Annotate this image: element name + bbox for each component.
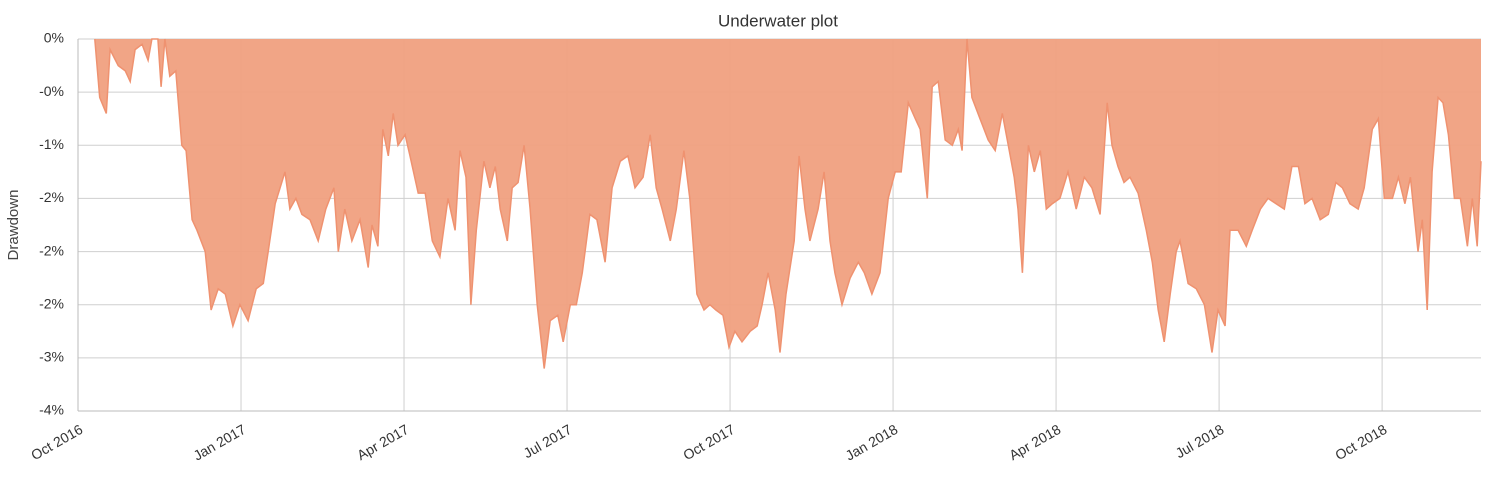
area xyxy=(94,39,1481,369)
area-line xyxy=(94,38,1482,369)
plot-area xyxy=(94,38,1482,369)
x-tick-label: Oct 2018 xyxy=(1332,421,1389,463)
y-tick-label: -2% xyxy=(39,189,64,205)
y-tick-label: -2% xyxy=(39,242,64,258)
x-tick-label: Apr 2018 xyxy=(1006,421,1063,463)
y-tick-label: -2% xyxy=(39,295,64,311)
y-tick-label: -3% xyxy=(39,349,64,365)
x-tick-label: Jul 2017 xyxy=(521,421,575,461)
chart-title: Underwater plot xyxy=(718,11,838,30)
x-tick-label: Oct 2017 xyxy=(680,421,737,463)
x-tick-label: Jul 2018 xyxy=(1173,421,1227,461)
x-tick-label: Jan 2017 xyxy=(190,421,248,464)
y-tick-label: -4% xyxy=(39,402,64,418)
y-tick-label: -0% xyxy=(39,83,64,99)
y-axis-label: Drawdown xyxy=(5,190,22,261)
y-tick-label: 0% xyxy=(44,30,64,46)
y-tick-label: -1% xyxy=(39,136,64,152)
x-tick-label: Oct 2016 xyxy=(28,421,85,463)
x-tick-label: Apr 2017 xyxy=(354,421,411,463)
x-tick-label: Jan 2018 xyxy=(843,421,901,464)
